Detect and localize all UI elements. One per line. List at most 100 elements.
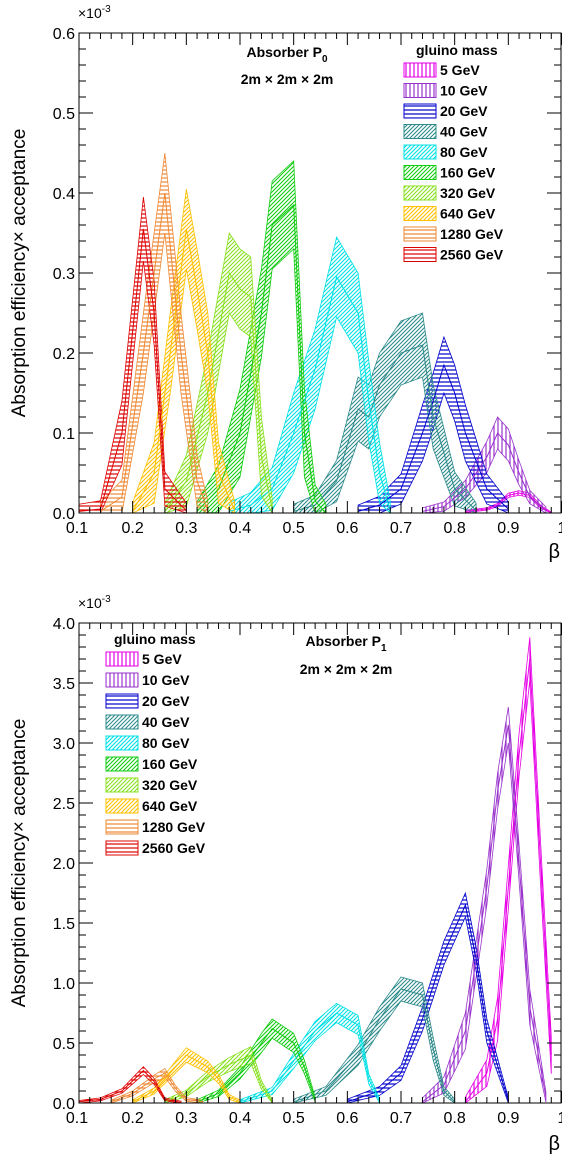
legend-swatch xyxy=(105,756,139,772)
y-tick-label: 0.0 xyxy=(53,506,75,523)
series-lines xyxy=(78,658,552,1103)
line-40-gev xyxy=(293,344,477,512)
y-tick-label: 0.6 xyxy=(53,26,75,43)
legend-label: 20 GeV xyxy=(142,693,190,709)
y-tick-label: 3.5 xyxy=(53,676,75,693)
x-tick-label: 0.1 xyxy=(66,520,88,537)
legend-entry: 80 GeV xyxy=(403,144,488,160)
legend-label: 80 GeV xyxy=(440,144,488,160)
y-exponent-base: ×10 xyxy=(78,5,102,21)
x-tick-label: 0.2 xyxy=(122,520,144,537)
legend-entry: 80 GeV xyxy=(105,735,190,751)
line-1280-gev xyxy=(100,192,209,512)
chart-panel-top: 0.10.20.30.40.50.60.70.80.910.00.10.20.3… xyxy=(9,4,562,563)
y-axis-label: Absorption efficiency× acceptance xyxy=(9,719,30,1008)
legend-entry: 2560 GeV xyxy=(105,840,206,856)
y-exponent-power: -3 xyxy=(102,4,111,15)
x-tick-label: 1 xyxy=(558,1110,562,1127)
legend-swatch xyxy=(105,651,139,667)
legend-label: 320 GeV xyxy=(142,777,198,793)
line-160-gev xyxy=(196,203,327,514)
legend: gluino mass 5 GeV 10 GeV 20 GeV 40 GeV 80 Ge… xyxy=(403,42,504,263)
legend-label: 2560 GeV xyxy=(142,840,206,856)
legend-label: 10 GeV xyxy=(440,83,488,99)
legend-entry: 20 GeV xyxy=(105,693,190,709)
axes: 0.10.20.30.40.50.60.70.80.910.00.10.20.3… xyxy=(53,26,562,537)
x-axis-label: β xyxy=(548,1133,560,1155)
line-20-gev xyxy=(357,363,509,512)
chart-subtitle: 2m × 2m × 2m xyxy=(241,71,334,87)
legend-entry: 160 GeV xyxy=(105,756,198,772)
legend-entry: 1280 GeV xyxy=(403,226,504,242)
chart-title: Absorber P0 xyxy=(246,44,327,65)
legend-entry: 5 GeV xyxy=(403,62,480,78)
y-tick-label: 0.3 xyxy=(53,266,75,283)
x-tick-label: 0.7 xyxy=(390,520,412,537)
x-tick-label: 0.4 xyxy=(229,520,251,537)
legend-swatch xyxy=(403,62,437,78)
legend-label: 640 GeV xyxy=(440,206,496,222)
y-axis-exponent: ×10-3 xyxy=(78,594,111,611)
line-640-gev xyxy=(132,1054,241,1103)
line-40-gev xyxy=(293,988,456,1103)
legend-swatch xyxy=(105,819,139,835)
x-tick-label: 0.8 xyxy=(444,1110,466,1127)
legend-swatch xyxy=(105,840,139,856)
legend-title: gluino mass xyxy=(114,631,196,647)
legend-label: 320 GeV xyxy=(440,185,496,201)
y-tick-label: 0.5 xyxy=(53,1036,75,1053)
legend-entry: 1280 GeV xyxy=(105,819,206,835)
legend-entry: 40 GeV xyxy=(105,714,190,730)
y-tick-label: 3.0 xyxy=(53,736,75,753)
x-axis-label: β xyxy=(548,541,560,563)
legend-swatch xyxy=(105,735,139,751)
x-tick-label: 0.7 xyxy=(390,1110,412,1127)
line-80-gev xyxy=(239,1012,380,1103)
y-tick-label: 4.0 xyxy=(53,616,75,633)
y-tick-label: 2.0 xyxy=(53,856,75,873)
legend-entry: 640 GeV xyxy=(403,206,496,222)
legend-swatch xyxy=(403,206,437,221)
legend-swatch xyxy=(105,693,139,709)
legend-label: 160 GeV xyxy=(440,165,496,181)
legend-label: 20 GeV xyxy=(440,103,488,119)
chart-title: Absorber P1 xyxy=(305,633,386,654)
legend-label: 2560 GeV xyxy=(440,247,504,263)
x-tick-label: 0.6 xyxy=(336,1110,358,1127)
legend-swatch xyxy=(403,124,437,139)
axes: 0.1 0.2 0.3 0.4 0.5 0.6 0.7 0.8 0.9 1 0.0 0.5 1.0 1.5… xyxy=(53,616,562,1127)
x-tick-label: 0.6 xyxy=(336,520,358,537)
y-tick-label: 1.5 xyxy=(53,916,75,933)
chart-subtitle: 2m × 2m × 2m xyxy=(300,661,393,677)
legend-entry: 320 GeV xyxy=(403,185,496,201)
legend-swatch xyxy=(105,714,139,730)
legend-entry: 160 GeV xyxy=(403,165,496,181)
line-10-gev xyxy=(422,724,547,1103)
x-tick-label: 0.5 xyxy=(283,520,305,537)
legend-swatch xyxy=(105,672,139,688)
legend-label: 5 GeV xyxy=(440,62,480,78)
y-tick-label: 1.0 xyxy=(53,976,75,993)
legend-label: 1280 GeV xyxy=(440,226,504,242)
y-exponent-base: ×10 xyxy=(78,595,102,611)
legend-label: 10 GeV xyxy=(142,672,190,688)
legend-entry: 320 GeV xyxy=(105,777,198,793)
legend-swatch xyxy=(105,777,139,793)
line-640-gev xyxy=(132,228,236,512)
legend: gluino mass 5 GeV 10 GeV 20 GeV 40 GeV 80 Ge… xyxy=(105,631,206,856)
chart-title-subscript: 0 xyxy=(322,54,328,65)
legend-swatch xyxy=(403,83,437,98)
x-tick-label: 0.3 xyxy=(175,520,197,537)
x-tick-label: 0.9 xyxy=(497,520,519,537)
legend-entry: 2560 GeV xyxy=(403,247,504,263)
chart-title-main: Absorber P xyxy=(305,633,380,649)
line-80-gev xyxy=(229,275,391,512)
y-tick-label: 0.2 xyxy=(53,346,75,363)
y-tick-label: 0.0 xyxy=(53,1096,75,1113)
line-160-gev xyxy=(196,1027,316,1103)
y-axis-label: Absorption efficiency× acceptance xyxy=(9,129,30,418)
line-10-gev xyxy=(422,432,547,512)
series-lines xyxy=(78,192,552,514)
legend-title: gluino mass xyxy=(416,42,498,58)
legend-swatch xyxy=(403,144,437,160)
